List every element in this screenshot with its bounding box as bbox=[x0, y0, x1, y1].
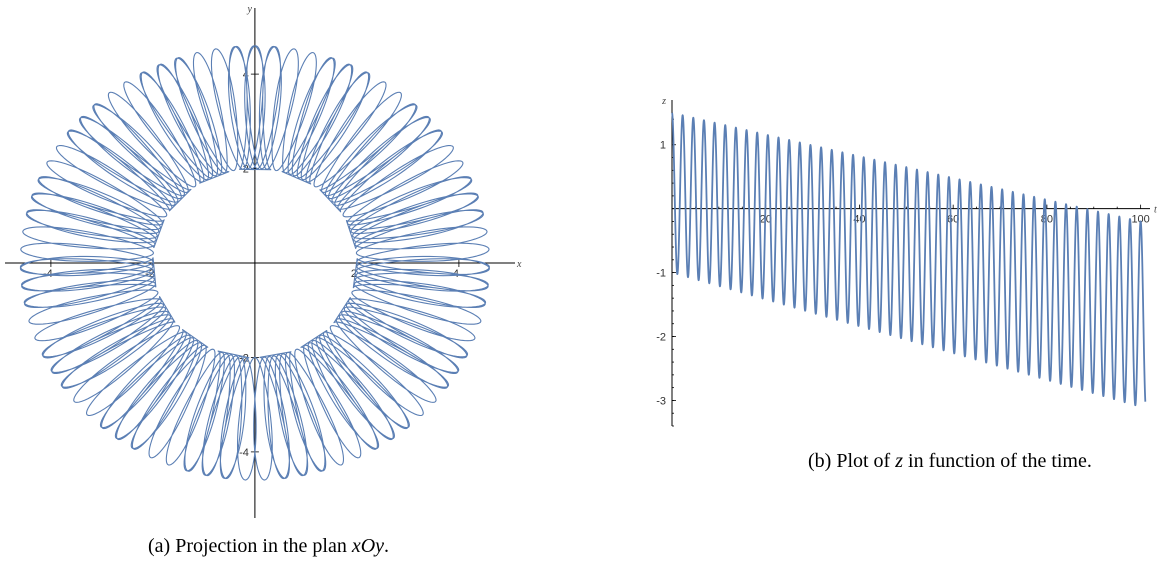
caption-b-prefix: (b) Plot of bbox=[808, 450, 896, 472]
caption-b-math: z bbox=[895, 450, 904, 472]
y-tick-label: -4 bbox=[239, 447, 249, 459]
y-tick-label: -3 bbox=[656, 395, 666, 407]
x-tick-label: 100 bbox=[1131, 214, 1149, 226]
x-tick-label: 40 bbox=[853, 214, 865, 226]
y-axis-name: y bbox=[246, 4, 252, 15]
y-tick-label: -1 bbox=[656, 268, 666, 280]
y-tick-label: -2 bbox=[656, 332, 666, 344]
y-tick-label: 1 bbox=[660, 140, 666, 152]
x-tick-label: 2 bbox=[351, 268, 357, 280]
caption-a: (a) Projection in the plan xOy. bbox=[148, 535, 389, 558]
projection-curve bbox=[19, 45, 491, 481]
caption-a-prefix: (a) Projection in the plan bbox=[148, 535, 352, 557]
caption-a-suffix: . bbox=[384, 535, 390, 557]
x-axis-name: x bbox=[516, 259, 522, 270]
caption-a-math: xOy bbox=[351, 535, 385, 557]
y-tick-label: -2 bbox=[239, 352, 249, 364]
caption-b: (b) Plot of z in function of the time. bbox=[808, 450, 1092, 473]
caption-b-suffix: in function of the time. bbox=[903, 450, 1092, 472]
z-axis-name: z bbox=[661, 96, 666, 107]
z-curve bbox=[671, 112, 1147, 407]
t-axis-name: t bbox=[1154, 205, 1157, 216]
